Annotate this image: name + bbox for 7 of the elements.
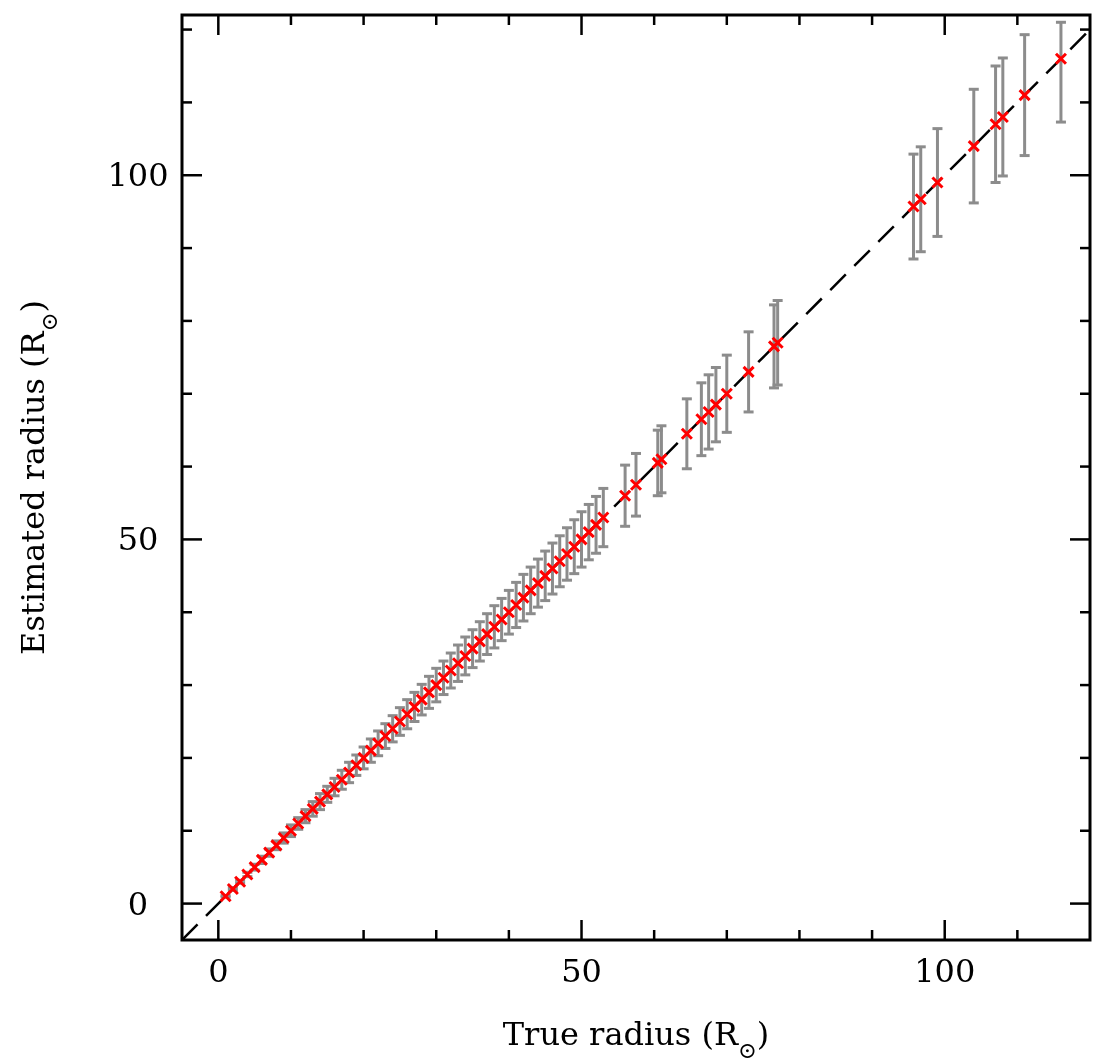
x-tick-label: 0 <box>208 952 229 990</box>
x-tick-label: 100 <box>914 952 976 990</box>
y-tick-label: 50 <box>117 520 159 559</box>
x-tick-label: 50 <box>561 952 602 990</box>
y-tick-label: 0 <box>127 884 149 923</box>
y-tick-label: 100 <box>107 156 169 195</box>
x-axis-title: True radius (R$_{⊙}$) <box>502 1015 770 1059</box>
